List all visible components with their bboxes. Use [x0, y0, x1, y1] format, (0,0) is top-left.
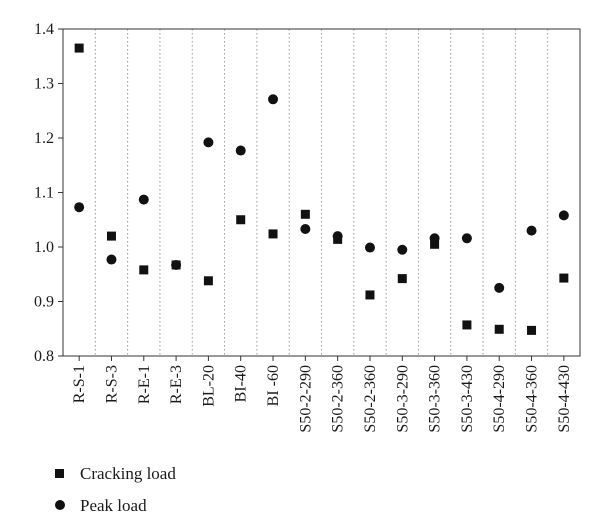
y-tick-label: 1.0 [34, 239, 54, 256]
cracking-load-point [236, 215, 246, 225]
cracking-load-point [365, 290, 375, 300]
y-tick-label: 1.3 [34, 76, 54, 93]
x-tick-label: R-S-1 [71, 365, 88, 403]
cracking-load-point [462, 320, 472, 330]
x-tick-label: R-E-1 [136, 365, 153, 404]
peak-load-point [364, 242, 375, 253]
legend-square-marker [55, 469, 64, 478]
grid-lines [94, 29, 549, 356]
x-tick-label: BL-20 [200, 365, 217, 407]
x-tick-label: S50-3-290 [394, 365, 411, 433]
peak-load-point [429, 233, 440, 244]
peak-load-point [74, 202, 85, 213]
cracking-load-point [74, 43, 84, 53]
legend-item-cracking-load: Cracking load [55, 464, 176, 483]
y-tick-label: 1.1 [34, 185, 54, 202]
y-axis: 0.8 0.9 1.0 1.1 1.2 1.3 1.4 [34, 21, 63, 365]
x-tick-label: S50-4-360 [524, 365, 541, 433]
legend-label-cracking-load: Cracking load [80, 464, 176, 483]
x-tick-label: R-E-3 [168, 365, 185, 404]
x-tick-label: S50-4-430 [556, 365, 573, 433]
x-tick-label: S50-2-360 [330, 365, 347, 433]
x-tick-label: BI -60 [265, 365, 282, 406]
peak-load-point [268, 94, 279, 105]
legend-label-peak-load: Peak load [80, 496, 147, 515]
legend-circle-marker [55, 500, 65, 510]
cracking-load-point [527, 325, 537, 335]
y-tick-label: 0.9 [34, 294, 54, 311]
x-tick-label: S50-2-360 [362, 365, 379, 433]
peak-load-point [203, 137, 214, 148]
peak-load-point [106, 254, 117, 265]
peak-load-point [526, 225, 537, 236]
cracking-load-point [559, 273, 569, 283]
legend: Cracking load Peak load [55, 464, 176, 515]
peak-load-point [332, 231, 343, 242]
peak-load-point [235, 145, 246, 156]
peak-load-point [558, 210, 569, 221]
cracking-load-point [106, 231, 116, 241]
peak-load-point [300, 224, 311, 235]
x-tick-label: S50-3-430 [459, 365, 476, 433]
cracking-load-point [203, 276, 213, 286]
cracking-load-point [300, 209, 310, 219]
x-tick-label: S50-2-290 [297, 365, 314, 433]
peak-load-point [461, 233, 472, 244]
x-tick-label: S50-3-360 [427, 365, 444, 433]
cracking-load-point [430, 239, 440, 249]
cracking-load-point [494, 324, 504, 334]
x-axis: R-S-1 R-S-3 R-E-1 R-E-3 BL-20 BI-40 BI -60 S50-… [71, 356, 573, 433]
peak-load-point [397, 244, 408, 255]
legend-item-peak-load: Peak load [55, 496, 147, 515]
cracking-load-point [397, 274, 407, 284]
y-tick-label: 1.2 [34, 130, 54, 147]
cracking-load-point [139, 265, 149, 275]
peak-load-point [138, 194, 149, 205]
x-tick-label: R-S-3 [103, 365, 120, 403]
peak-load-point [171, 259, 182, 270]
data-markers [74, 43, 569, 335]
y-tick-label: 1.4 [34, 21, 54, 38]
x-tick-label: S50-4-290 [491, 365, 508, 433]
y-tick-label: 0.8 [34, 348, 54, 365]
x-tick-label: BI-40 [233, 365, 250, 402]
peak-load-point [494, 282, 505, 293]
cracking-load-point [268, 229, 278, 239]
